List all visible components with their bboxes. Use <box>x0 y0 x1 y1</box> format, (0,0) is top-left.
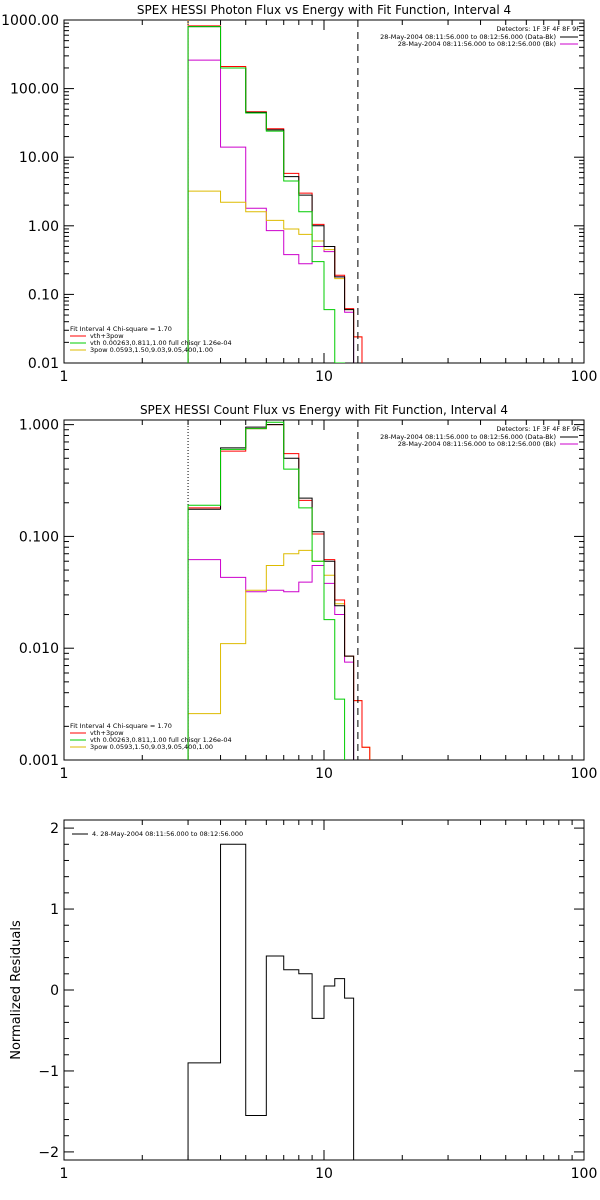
y-tick-label: 0.100 <box>19 529 59 545</box>
x-tick-label: 10 <box>315 369 333 385</box>
panel-photon: SPEX HESSI Photon Flux vs Energy with Fi… <box>1 3 598 385</box>
y-tick-label: −1 <box>38 1064 59 1080</box>
x-tick-label: 10 <box>315 766 333 782</box>
series-vth-3pow <box>187 25 363 363</box>
legend-bottom-left-title: Fit Interval 4 Chi-square = 1.70 <box>70 325 172 333</box>
panel-residuals: Normalized Residuals 1 10 100 −2 −1 0 1 2 4. 28-M… <box>9 819 598 1182</box>
series-bk <box>187 59 355 363</box>
series-vth <box>187 26 346 363</box>
y-tick-label: −2 <box>38 1145 59 1161</box>
panel-count: SPEX HESSI Count Flux vs Energy with Fit… <box>19 403 598 782</box>
series-residuals <box>187 843 355 1160</box>
x-tick-label: 10 <box>315 1166 333 1182</box>
legend-top-left-entry: 4. 28-May-2004 08:11:56.000 to 08:12:56.… <box>92 830 243 838</box>
x-tick-label: 1 <box>60 766 69 782</box>
plot-frame <box>63 19 585 364</box>
y-tick-label: 0 <box>50 983 59 999</box>
y-tick-label: 0.01 <box>28 356 59 372</box>
legend-bottom-left-entry: vth 0.00263,0.811,1.00 full chisqr 1.26e… <box>90 736 232 744</box>
y-tick-label: 1.000 <box>19 418 59 434</box>
legend-bottom-left-entry: vth+3pow <box>90 729 124 737</box>
x-tick-label: 100 <box>571 369 598 385</box>
legend-top-right-entry: 28-May-2004 08:11:56.000 to 08:12:56.000… <box>380 433 556 441</box>
x-tick-label: 100 <box>571 766 598 782</box>
series-bk <box>187 559 355 760</box>
plot-area <box>187 420 371 760</box>
y-tick-label: 0.10 <box>28 287 59 303</box>
legend-top-right-entry: 28-May-2004 08:11:56.000 to 08:12:56.000… <box>380 33 556 41</box>
legend-top-right-entry: 28-May-2004 08:11:56.000 to 08:12:56.000… <box>398 440 556 448</box>
legend-bottom-left-title: Fit Interval 4 Chi-square = 1.70 <box>70 722 172 730</box>
y-tick-label: 1000.00 <box>1 13 59 29</box>
detectors-label: Detectors: 1F 3F 4F 8F 9F <box>496 425 580 433</box>
x-tick-label: 1 <box>60 369 69 385</box>
series-3pow <box>187 190 363 363</box>
y-axis-label: Normalized Residuals <box>9 920 24 1060</box>
plot-area <box>187 843 355 1160</box>
legend-bottom-left-entry: 3pow 0.0593,1.50,9.03,9.05,400,1.00 <box>90 743 213 751</box>
y-tick-label: 100.00 <box>10 82 59 98</box>
legend-bottom-left-entry: vth 0.00263,0.811,1.00 full chisqr 1.26e… <box>90 339 232 347</box>
y-tick-label: 1 <box>50 902 59 918</box>
y-tick-label: 1.00 <box>28 219 59 235</box>
series-data-bk <box>187 26 355 363</box>
y-tick-label: 0.001 <box>19 753 59 769</box>
series-vth <box>187 421 346 760</box>
plot-area <box>187 20 363 363</box>
y-tick-label: 10.00 <box>19 150 59 166</box>
chart-title: SPEX HESSI Photon Flux vs Energy with Fi… <box>137 3 511 17</box>
x-tick-label: 100 <box>571 1166 598 1182</box>
legend-top-right-entry: 28-May-2004 08:11:56.000 to 08:12:56.000… <box>398 40 556 48</box>
series-3pow <box>187 549 371 760</box>
legend-bottom-left-entry: vth+3pow <box>90 332 124 340</box>
detectors-label: Detectors: 1F 3F 4F 8F 9F <box>496 25 580 33</box>
y-tick-label: 2 <box>50 821 59 837</box>
x-tick-label: 1 <box>60 1166 69 1182</box>
y-tick-label: 0.010 <box>19 641 59 657</box>
chart-title: SPEX HESSI Count Flux vs Energy with Fit… <box>140 403 508 417</box>
legend-bottom-left-entry: 3pow 0.0593,1.50,9.03,9.05,400,1.00 <box>90 346 213 354</box>
